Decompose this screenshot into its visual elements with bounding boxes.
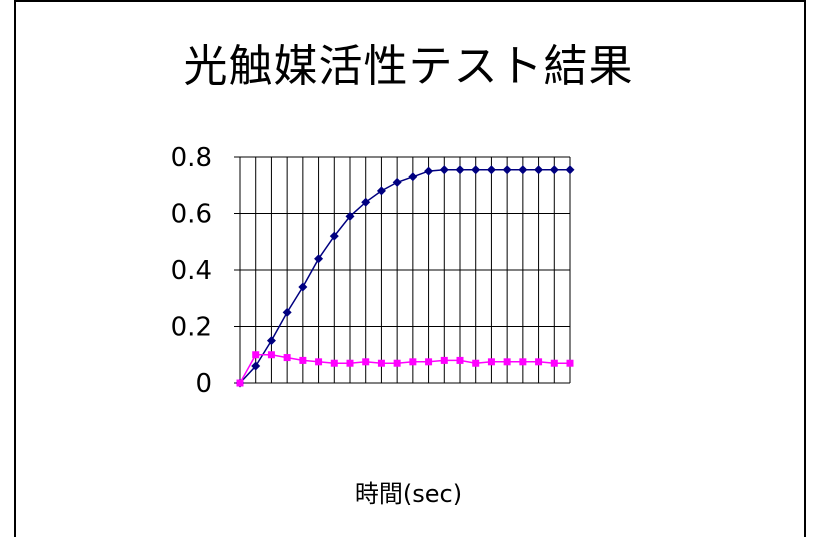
series-2-point xyxy=(440,356,448,364)
series-1-point xyxy=(392,177,402,187)
y-tick-label: 0.6 xyxy=(171,200,212,230)
series-2-point xyxy=(315,358,323,366)
grid-lines xyxy=(234,156,571,384)
series-2-point xyxy=(393,359,401,367)
y-tick-label: 0.4 xyxy=(171,256,212,286)
series-2-point xyxy=(503,358,511,366)
series-1-point xyxy=(518,165,528,175)
series-2-point xyxy=(283,354,291,362)
series-1-point xyxy=(424,166,434,176)
series-line-2 xyxy=(239,354,570,384)
series-2-point xyxy=(346,359,354,367)
chart-frame xyxy=(14,0,806,537)
series-1-point xyxy=(298,282,308,292)
series-1-point xyxy=(314,254,324,264)
chart-title: 光触媒活性テスト結果 xyxy=(183,41,634,92)
series-2-point xyxy=(409,358,417,366)
series-2-point xyxy=(472,359,480,367)
series-2-point xyxy=(487,358,495,366)
y-tick-label: 0.8 xyxy=(171,143,212,173)
series-2-point xyxy=(252,351,260,359)
series-1-point xyxy=(282,307,292,317)
series-1-point xyxy=(408,172,418,182)
series-1-point xyxy=(376,186,386,196)
series-1-point xyxy=(266,336,276,346)
series-2-point xyxy=(377,359,385,367)
series-lines xyxy=(239,168,570,384)
series-1-point xyxy=(502,165,512,175)
series-markers xyxy=(235,165,575,388)
series-2-point xyxy=(236,379,244,387)
series-2-point xyxy=(267,351,275,359)
series-2-point xyxy=(299,356,307,364)
series-1-point xyxy=(455,165,465,175)
series-2-point xyxy=(456,356,464,364)
series-2-point xyxy=(330,359,338,367)
series-line-1 xyxy=(239,168,570,384)
series-2-point xyxy=(550,359,558,367)
series-2-point xyxy=(362,358,370,366)
series-1-point xyxy=(486,165,496,175)
x-axis-label: 時間(sec) xyxy=(354,480,463,508)
series-2-point xyxy=(425,358,433,366)
series-1-point xyxy=(329,231,339,241)
series-1-point xyxy=(549,165,559,175)
series-1-point xyxy=(439,165,449,175)
y-tick-label: 0.2 xyxy=(171,313,212,343)
series-1-point xyxy=(565,165,575,175)
series-1-point xyxy=(345,211,355,221)
series-2-point xyxy=(566,359,574,367)
y-tick-labels: 0 0.2 0.4 0.6 0.8 xyxy=(171,143,212,399)
y-tick-label: 0 xyxy=(195,369,212,399)
series-1-point xyxy=(471,165,481,175)
series-1-point xyxy=(534,165,544,175)
series-1-point xyxy=(361,197,371,207)
series-2-point xyxy=(519,358,527,366)
series-1-point xyxy=(251,361,261,371)
series-2-point xyxy=(535,358,543,366)
